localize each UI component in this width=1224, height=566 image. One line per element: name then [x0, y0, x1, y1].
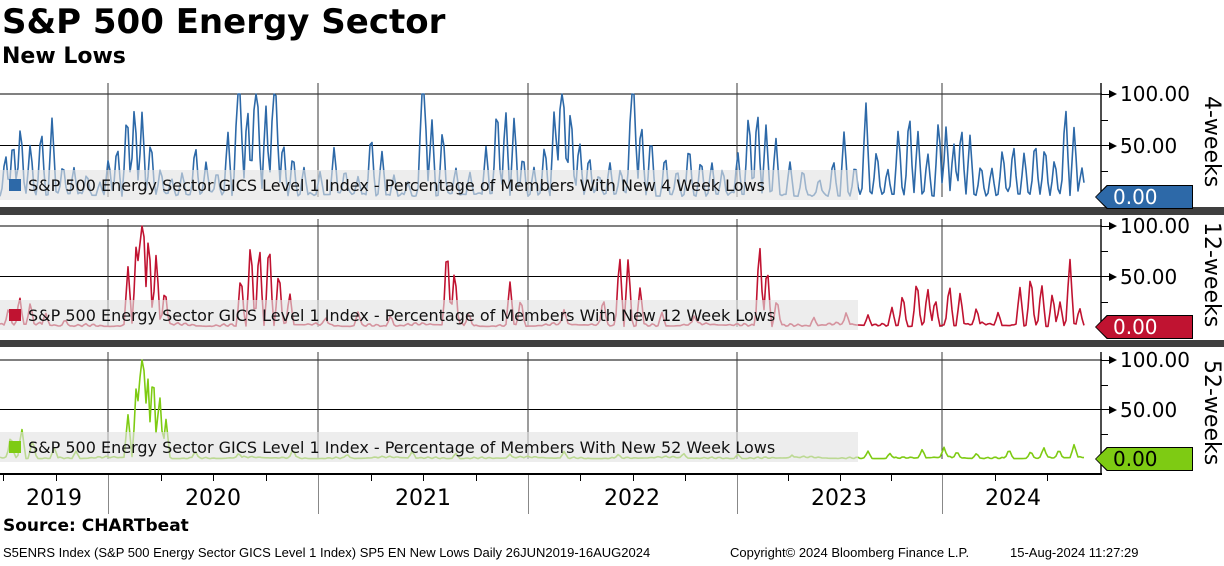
legend-label: S&P 500 Energy Sector GICS Level 1 Index… — [28, 437, 776, 457]
y-tick: 100.00 — [1101, 348, 1190, 372]
panel-52-week-lows[interactable]: S&P 500 Energy Sector GICS Level 1 Index… — [0, 352, 1102, 474]
panel-4-week-lows[interactable]: S&P 500 Energy Sector GICS Level 1 Index… — [0, 83, 1102, 200]
year-label-2019: 2019 — [26, 486, 82, 511]
legend-label: S&P 500 Energy Sector GICS Level 1 Index… — [28, 175, 765, 195]
source-label: Source: CHARTbeat — [3, 516, 189, 536]
panel-12-week-lows[interactable]: S&P 500 Energy Sector GICS Level 1 Index… — [0, 219, 1102, 330]
quarter-tick — [475, 475, 477, 481]
quarter-tick — [265, 475, 267, 481]
legend-swatch-blue — [9, 179, 21, 191]
quarter-tick — [370, 475, 372, 481]
quarter-tick — [423, 475, 424, 481]
panel-separator — [0, 207, 1224, 215]
axis-label-12-weeks: 12-weeks — [1199, 222, 1224, 328]
page-title: S&P 500 Energy Sector — [2, 2, 446, 42]
y-minor-tick — [1101, 119, 1108, 121]
quarter-tick — [839, 475, 841, 481]
legend-4-week: S&P 500 Energy Sector GICS Level 1 Index… — [0, 170, 858, 200]
y-tick: 100.00 — [1101, 82, 1190, 106]
quarter-tick — [684, 475, 686, 481]
year-label-2022: 2022 — [604, 486, 660, 511]
y-minor-tick — [1101, 384, 1108, 386]
zero-tag-12-week: 0.00 — [1095, 315, 1193, 339]
axis-label-52-weeks: 52-weeks — [1199, 360, 1224, 466]
quarter-tick — [994, 475, 996, 481]
quarter-tick — [160, 475, 162, 481]
y-minor-tick — [1101, 434, 1108, 436]
tick-arrow-icon — [1109, 141, 1117, 150]
year-divider — [528, 474, 529, 514]
legend-swatch-red — [9, 309, 21, 321]
axis-label-4-weeks: 4-weeks — [1199, 96, 1224, 188]
legend-52-week: S&P 500 Energy Sector GICS Level 1 Index… — [0, 432, 858, 462]
legend-swatch-green — [9, 441, 21, 453]
tick-arrow-icon — [1109, 405, 1117, 414]
footer-ticker-info: S5ENRS Index (S&P 500 Energy Sector GICS… — [3, 545, 651, 560]
tick-arrow-icon — [1109, 222, 1117, 230]
quarter-tick — [3, 475, 4, 481]
legend-label: S&P 500 Energy Sector GICS Level 1 Index… — [28, 305, 776, 325]
y-tick: 50.00 — [1101, 265, 1177, 289]
footer-timestamp: 15-Aug-2024 11:27:29 — [1010, 545, 1139, 560]
y-minor-tick — [1101, 251, 1108, 253]
quarter-tick — [788, 475, 790, 481]
quarter-tick — [580, 475, 582, 481]
tick-arrow-icon — [1109, 90, 1117, 98]
quarter-tick — [213, 475, 214, 481]
y-tick: 50.00 — [1101, 134, 1177, 158]
y-tick: 100.00 — [1101, 214, 1190, 238]
quarter-tick — [55, 475, 57, 481]
y-tick: 50.00 — [1101, 398, 1177, 422]
page-subtitle: New Lows — [2, 44, 126, 69]
year-label-2020: 2020 — [185, 486, 241, 511]
year-divider — [737, 474, 738, 514]
year-label-2021: 2021 — [395, 486, 451, 511]
zero-tag-4-week: 0.00 — [1095, 185, 1193, 209]
y-minor-tick — [1101, 171, 1108, 173]
zero-tag-52-week: 0.00 — [1095, 447, 1193, 471]
quarter-tick — [1047, 475, 1048, 481]
year-divider — [108, 474, 109, 514]
x-axis-line — [0, 473, 1102, 475]
quarter-tick — [632, 475, 634, 481]
quarter-tick — [890, 475, 892, 481]
legend-12-week: S&P 500 Energy Sector GICS Level 1 Index… — [0, 300, 858, 330]
footer-copyright: Copyright© 2024 Bloomberg Finance L.P. — [730, 545, 970, 560]
tick-arrow-icon — [1109, 272, 1117, 281]
year-divider — [318, 474, 319, 514]
panel-separator — [0, 340, 1224, 347]
year-divider — [942, 474, 943, 514]
year-label-2024: 2024 — [985, 486, 1041, 511]
year-label-2023: 2023 — [811, 486, 867, 511]
tick-arrow-icon — [1109, 356, 1117, 364]
y-minor-tick — [1101, 301, 1108, 303]
